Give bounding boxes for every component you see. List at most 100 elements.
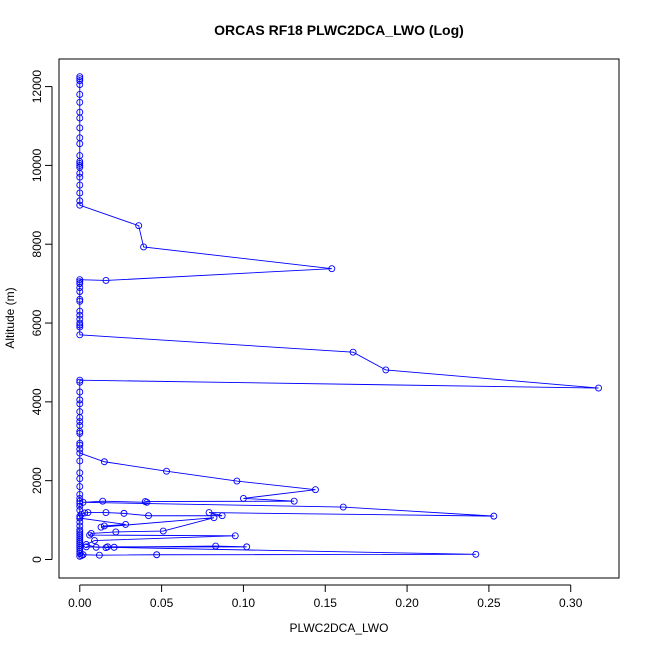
data-point [311, 486, 319, 494]
data-point [595, 384, 602, 392]
data-point [76, 429, 84, 437]
data-point [76, 457, 84, 465]
data-point [239, 494, 247, 502]
data-point [76, 502, 84, 510]
data-point [472, 550, 480, 558]
data-point [205, 509, 213, 517]
data-point [82, 543, 90, 551]
x-tick-label: 0.25 [477, 596, 501, 610]
data-point [76, 506, 84, 514]
y-tick-label: 6000 [30, 309, 44, 336]
x-tick-label: 0.30 [559, 596, 583, 610]
data-point [76, 321, 84, 329]
x-tick-label: 0.20 [395, 596, 419, 610]
data-point [212, 542, 220, 550]
data-point [76, 518, 84, 526]
data-point [76, 81, 84, 89]
data-point [76, 494, 84, 502]
data-point [76, 159, 84, 167]
data-point [210, 514, 218, 522]
data-point [76, 500, 84, 507]
x-axis: 0.00 0.05 0.10 0.15 0.20 0.25 0.30 [68, 584, 583, 610]
data-point [339, 503, 347, 511]
data-point [76, 522, 84, 530]
y-tick-label: 8000 [30, 231, 44, 258]
data-point [76, 418, 84, 426]
data-point [76, 388, 84, 396]
data-point [76, 491, 84, 498]
data-point [159, 527, 167, 535]
y-axis-label: Altitude (m) [3, 287, 17, 348]
data-point [76, 323, 84, 331]
data-point [76, 114, 84, 122]
data-point [76, 483, 84, 491]
series-layer [76, 73, 602, 560]
data-point [76, 441, 84, 449]
data-point [76, 396, 84, 404]
x-tick-label: 0.05 [150, 596, 174, 610]
data-point [231, 532, 239, 540]
data-point [76, 295, 84, 303]
data-point [76, 319, 84, 327]
data-point [153, 551, 161, 559]
data-point [243, 543, 251, 551]
data-point [76, 181, 84, 189]
data-point [349, 348, 357, 356]
data-point [76, 469, 84, 477]
x-axis-label: PLWC2DCA_LWO [290, 621, 389, 635]
x-tick-label: 0.10 [232, 596, 256, 610]
plot-frame [58, 58, 620, 579]
data-point [76, 201, 84, 209]
data-point [102, 509, 110, 517]
data-point [218, 512, 226, 520]
data-point [76, 445, 84, 453]
x-tick-label: 0.00 [68, 596, 92, 610]
data-point [77, 510, 85, 518]
y-axis: 0 2000 4000 6000 8000 10000 12000 [30, 70, 53, 563]
data-point [76, 140, 84, 148]
data-point [76, 449, 84, 457]
data-point [87, 530, 95, 537]
y-tick-label: 12000 [30, 70, 44, 104]
data-point [328, 265, 336, 273]
data-point [76, 98, 84, 106]
data-point [76, 331, 84, 339]
data-point [76, 173, 84, 181]
y-tick-label: 2000 [30, 467, 44, 494]
data-point [102, 277, 110, 284]
data-point [76, 311, 84, 319]
data-point [112, 528, 120, 536]
data-point [84, 509, 92, 517]
data-point [92, 543, 100, 551]
data-point [76, 169, 84, 177]
data-point [76, 77, 84, 85]
data-point [490, 512, 498, 520]
data-point [100, 458, 108, 466]
data-point [97, 523, 105, 531]
data-point [143, 498, 151, 506]
data-point [76, 276, 84, 284]
chart-title: ORCAS RF18 PLWC2DCA_LWO (Log) [214, 22, 464, 38]
data-point [99, 497, 107, 505]
data-point [76, 427, 84, 435]
data-point [76, 307, 84, 315]
y-tick-label: 10000 [30, 148, 44, 182]
data-point [122, 520, 130, 528]
data-point [102, 544, 110, 552]
data-point [76, 376, 84, 384]
y-tick-label: 0 [30, 556, 44, 563]
data-point [382, 366, 390, 374]
data-point [140, 243, 148, 251]
data-point [76, 414, 84, 422]
data-point [233, 477, 241, 485]
data-point [163, 467, 170, 475]
data-point [76, 530, 84, 538]
data-point [86, 531, 94, 539]
data-point [76, 400, 84, 408]
data-point [76, 161, 84, 169]
data-point [145, 512, 152, 520]
data-point [76, 497, 84, 505]
data-point [76, 526, 84, 534]
